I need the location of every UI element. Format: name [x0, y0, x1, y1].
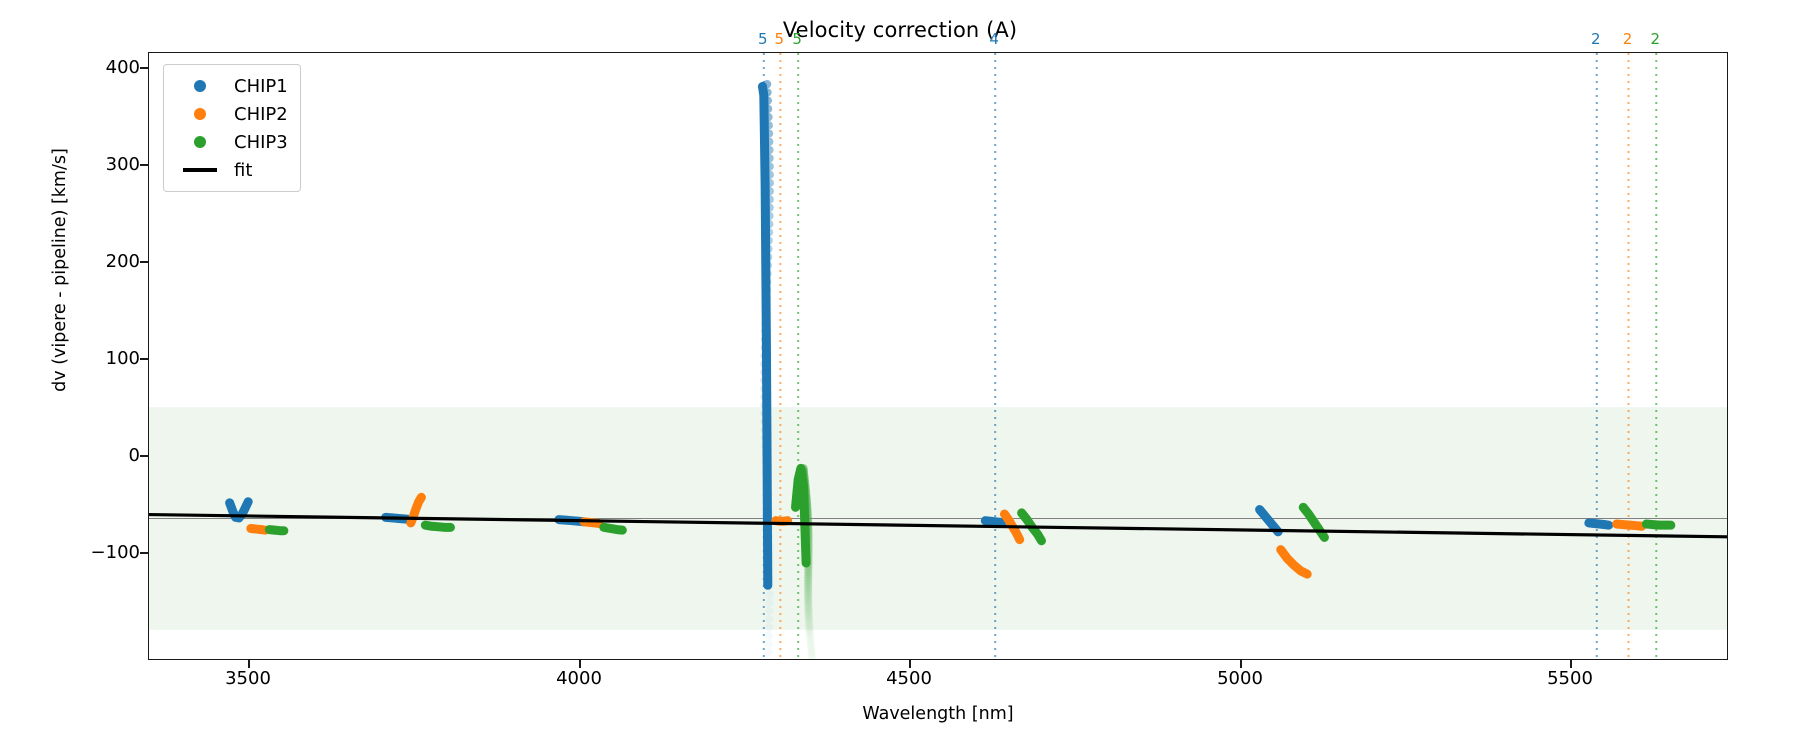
x-tick-label: 5500 — [1547, 668, 1593, 689]
x-tick-label: 4000 — [556, 668, 602, 689]
data-series-segment — [1584, 518, 1614, 530]
data-series-segment — [1276, 545, 1312, 579]
page-title: Velocity correction (A) — [782, 18, 1018, 42]
faded-data-point — [765, 631, 773, 639]
faded-data-point — [803, 590, 813, 599]
legend-label: fit — [234, 159, 253, 181]
faded-data-point — [765, 607, 773, 615]
x-tick-mark — [1240, 660, 1242, 668]
y-tick-label: 200 — [105, 251, 140, 272]
faded-data-point — [804, 571, 813, 580]
legend-label: CHIP3 — [234, 131, 288, 153]
faded-data-point — [764, 640, 772, 648]
vline-count-label: 4 — [989, 30, 999, 48]
data-series-segment — [791, 463, 811, 568]
y-tick-mark — [140, 455, 148, 457]
y-axis-label: dv (vipere - pipeline) [km/s] — [50, 148, 70, 392]
y-tick-mark — [140, 358, 148, 360]
faded-data-point — [804, 598, 813, 607]
data-series-segment — [264, 525, 289, 536]
data-series-segment — [1612, 519, 1647, 531]
x-tick-label: 5000 — [1217, 668, 1263, 689]
faded-data-point — [804, 612, 813, 621]
faded-data-point — [804, 606, 813, 616]
faded-data-point — [803, 593, 813, 602]
data-series-segment — [246, 523, 270, 535]
data-series-segment — [980, 516, 1009, 528]
plot-canvas — [149, 53, 1727, 659]
legend-item-chip3[interactable]: CHIP3 — [174, 128, 288, 156]
faded-data-point — [765, 599, 773, 607]
legend-line-icon — [174, 168, 226, 172]
faded-data-point — [804, 620, 814, 629]
faded-data-point — [765, 590, 773, 598]
x-tick-mark — [1570, 660, 1572, 668]
faded-data-point — [803, 573, 813, 583]
faded-data-point — [804, 565, 813, 575]
faded-data-point — [805, 628, 814, 638]
legend: CHIP1 CHIP2 CHIP3 fit — [163, 64, 301, 192]
legend-label: CHIP1 — [234, 75, 288, 97]
legend-label: CHIP2 — [234, 103, 288, 125]
legend-item-chip1[interactable]: CHIP1 — [174, 72, 288, 100]
x-tick-mark — [579, 660, 581, 668]
legend-item-chip2[interactable]: CHIP2 — [174, 100, 288, 128]
y-tick-mark — [140, 261, 148, 263]
data-series-segment — [420, 520, 455, 532]
faded-data-point — [805, 623, 814, 632]
legend-item-fit[interactable]: fit — [174, 156, 288, 184]
faded-data-point — [804, 609, 813, 618]
faded-data-point — [804, 617, 814, 627]
x-tick-mark — [909, 660, 911, 668]
faded-data-point — [805, 626, 814, 635]
faded-data-point — [804, 601, 813, 610]
y-tick-label: 0 — [128, 445, 140, 466]
data-series-segment — [1255, 505, 1283, 537]
y-tick-label: −100 — [90, 542, 140, 563]
vline-count-label: 5 — [774, 30, 785, 48]
x-tick-mark — [248, 660, 250, 668]
faded-data-point — [804, 615, 814, 624]
fit-line — [149, 512, 1727, 539]
data-series-segment — [1641, 519, 1676, 530]
vline-count-label: 5 — [792, 30, 802, 48]
vline-count-label: 2 — [1622, 30, 1633, 48]
y-tick-mark — [140, 552, 148, 554]
y-tick-label: 400 — [105, 57, 140, 78]
faded-data-point — [803, 576, 813, 586]
faded-data-point — [803, 584, 813, 594]
faded-data-point — [804, 604, 813, 613]
data-series-segment — [771, 516, 793, 526]
vline-count-label: 2 — [1591, 30, 1601, 48]
faded-data-point — [803, 582, 813, 591]
data-series-segment — [599, 522, 627, 535]
legend-marker-icon — [174, 136, 226, 148]
faded-data-point — [764, 648, 772, 656]
data-series-segment — [225, 497, 253, 523]
legend-marker-icon — [174, 80, 226, 92]
y-tick-mark — [140, 164, 148, 166]
y-tick-label: 300 — [105, 154, 140, 175]
data-series-segment — [757, 81, 773, 590]
faded-data-point — [804, 595, 813, 605]
plot-area — [148, 52, 1728, 660]
x-axis-label: Wavelength [nm] — [862, 704, 1014, 724]
faded-data-point — [804, 568, 813, 577]
x-tick-label: 3500 — [225, 668, 271, 689]
faded-data-point — [803, 579, 813, 588]
y-tick-mark — [140, 67, 148, 69]
vline-count-label: 5 — [758, 30, 768, 48]
faded-data-point — [765, 615, 773, 623]
y-tick-label: 100 — [105, 348, 140, 369]
faded-data-point — [803, 587, 813, 597]
legend-marker-icon — [174, 108, 226, 120]
vline-count-label: 2 — [1650, 30, 1661, 48]
x-tick-label: 4500 — [886, 668, 932, 689]
faded-data-point — [765, 623, 773, 631]
